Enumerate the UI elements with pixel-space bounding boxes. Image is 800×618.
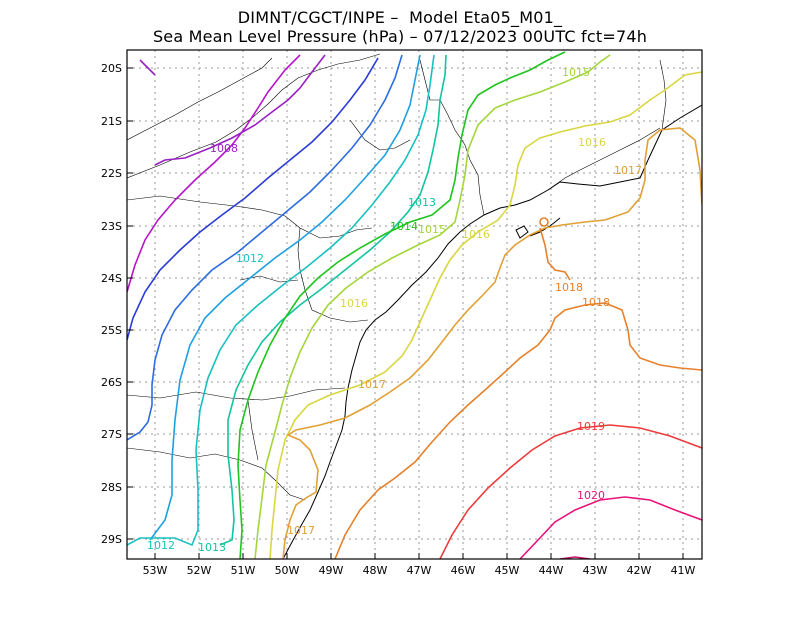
isobars xyxy=(127,51,702,559)
map-frame xyxy=(126,49,703,560)
isobar-1019 xyxy=(439,424,702,559)
contour-label: 1013 xyxy=(198,541,226,554)
y-tick-label: 20S xyxy=(101,62,122,75)
y-tick-label: 22S xyxy=(101,167,122,180)
x-axis-labels: 53W 52W 51W 50W 49W 48W 47W 46W 45W 44W … xyxy=(143,564,696,577)
isobar-1008 xyxy=(139,54,326,166)
x-tick-label: 49W xyxy=(319,564,344,577)
y-tick-label: 28S xyxy=(101,481,122,494)
contour-label: 1013 xyxy=(408,196,436,209)
coastline xyxy=(282,104,702,559)
tick-marks xyxy=(127,67,684,559)
x-tick-label: 42W xyxy=(627,564,652,577)
y-tick-label: 25S xyxy=(101,324,122,337)
state-borders xyxy=(127,53,667,501)
contour-label: 1017 xyxy=(614,164,642,177)
x-tick-label: 47W xyxy=(407,564,432,577)
isobar-1007 xyxy=(127,54,301,293)
isobar-1018-closed xyxy=(539,217,549,227)
isobar-1011 xyxy=(149,54,421,541)
contour-label: 1012 xyxy=(236,252,264,265)
y-tick-label: 23S xyxy=(101,220,122,233)
y-tick-label: 29S xyxy=(101,533,122,546)
contour-label: 1016 xyxy=(340,297,368,310)
y-tick-label: 21S xyxy=(101,115,122,128)
isobar-1012 xyxy=(127,54,435,547)
contour-labels: 1008 1012 1013 1014 1015 1015 1016 1016 … xyxy=(147,66,642,554)
contour-label: 1019 xyxy=(577,420,605,433)
isobar-1021 xyxy=(559,556,591,559)
x-tick-label: 46W xyxy=(451,564,476,577)
contour-label: 1015 xyxy=(562,66,590,79)
isobar-1016 xyxy=(269,71,702,559)
isobar-1018 xyxy=(334,302,702,559)
contour-label: 1014 xyxy=(390,220,418,233)
contour-label: 1016 xyxy=(578,136,606,149)
x-tick-label: 52W xyxy=(187,564,212,577)
isobar-1018b xyxy=(539,227,571,281)
x-tick-label: 44W xyxy=(539,564,564,577)
contour-label: 1017 xyxy=(287,524,315,537)
contour-label: 1017 xyxy=(358,378,386,391)
x-tick-label: 48W xyxy=(363,564,388,577)
isobar-1017 xyxy=(282,127,702,559)
contour-label: 1018 xyxy=(582,296,610,309)
contour-label: 1015 xyxy=(418,223,446,236)
isobar-1020 xyxy=(519,496,702,559)
x-tick-label: 51W xyxy=(231,564,256,577)
contour-label: 1018 xyxy=(555,281,583,294)
x-tick-label: 53W xyxy=(143,564,168,577)
contour-label: 1008 xyxy=(210,142,238,155)
contour-label: 1012 xyxy=(147,539,175,552)
isobar-1014 xyxy=(237,51,566,559)
x-tick-label: 43W xyxy=(583,564,608,577)
x-tick-label: 45W xyxy=(495,564,520,577)
y-axis-labels: 20S 21S 22S 23S 24S 25S 26S 27S 28S 29S xyxy=(101,62,122,546)
x-tick-label: 41W xyxy=(671,564,696,577)
isobar-1009 xyxy=(127,57,379,341)
y-tick-label: 24S xyxy=(101,272,122,285)
grid xyxy=(127,50,702,559)
y-tick-label: 27S xyxy=(101,428,122,441)
x-tick-label: 50W xyxy=(275,564,300,577)
contour-label: 1016 xyxy=(462,228,490,241)
isobar-1010 xyxy=(127,54,403,441)
chart-title-line1: DIMNT/CGCT/INPE – Model Eta05_M01_ xyxy=(237,8,563,27)
isobar-1015 xyxy=(254,54,611,559)
chart-title-line2: Sea Mean Level Pressure (hPa) – 07/12/20… xyxy=(152,27,648,46)
contour-label: 1020 xyxy=(577,489,605,502)
isobar-1013 xyxy=(219,54,447,546)
y-tick-label: 26S xyxy=(101,376,122,389)
